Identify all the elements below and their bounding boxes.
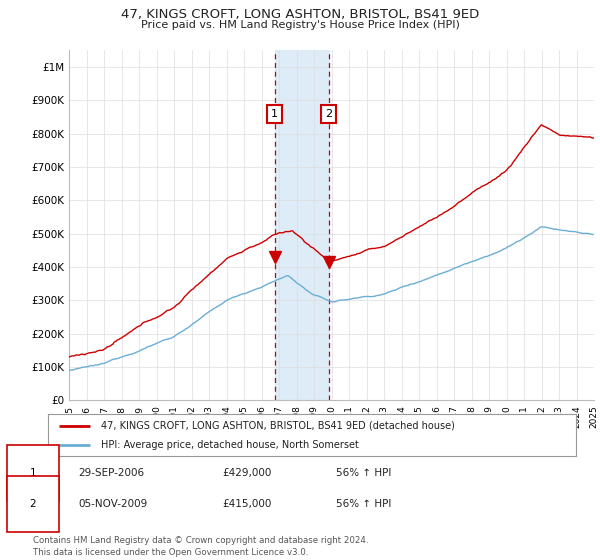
Text: 56% ↑ HPI: 56% ↑ HPI: [336, 499, 391, 509]
Text: £429,000: £429,000: [222, 468, 271, 478]
Text: 05-NOV-2009: 05-NOV-2009: [78, 499, 147, 509]
Text: 47, KINGS CROFT, LONG ASHTON, BRISTOL, BS41 9ED (detached house): 47, KINGS CROFT, LONG ASHTON, BRISTOL, B…: [101, 421, 455, 431]
Text: 47, KINGS CROFT, LONG ASHTON, BRISTOL, BS41 9ED: 47, KINGS CROFT, LONG ASHTON, BRISTOL, B…: [121, 8, 479, 21]
Text: Price paid vs. HM Land Registry's House Price Index (HPI): Price paid vs. HM Land Registry's House …: [140, 20, 460, 30]
Text: 1: 1: [29, 468, 37, 478]
Text: 29-SEP-2006: 29-SEP-2006: [78, 468, 144, 478]
Text: Contains HM Land Registry data © Crown copyright and database right 2024.
This d: Contains HM Land Registry data © Crown c…: [33, 536, 368, 557]
Text: 2: 2: [325, 109, 332, 119]
Text: 1: 1: [271, 109, 278, 119]
Bar: [275, 50, 329, 400]
Text: 2: 2: [29, 499, 37, 509]
Text: HPI: Average price, detached house, North Somerset: HPI: Average price, detached house, Nort…: [101, 440, 359, 450]
Text: 56% ↑ HPI: 56% ↑ HPI: [336, 468, 391, 478]
Text: £415,000: £415,000: [222, 499, 271, 509]
